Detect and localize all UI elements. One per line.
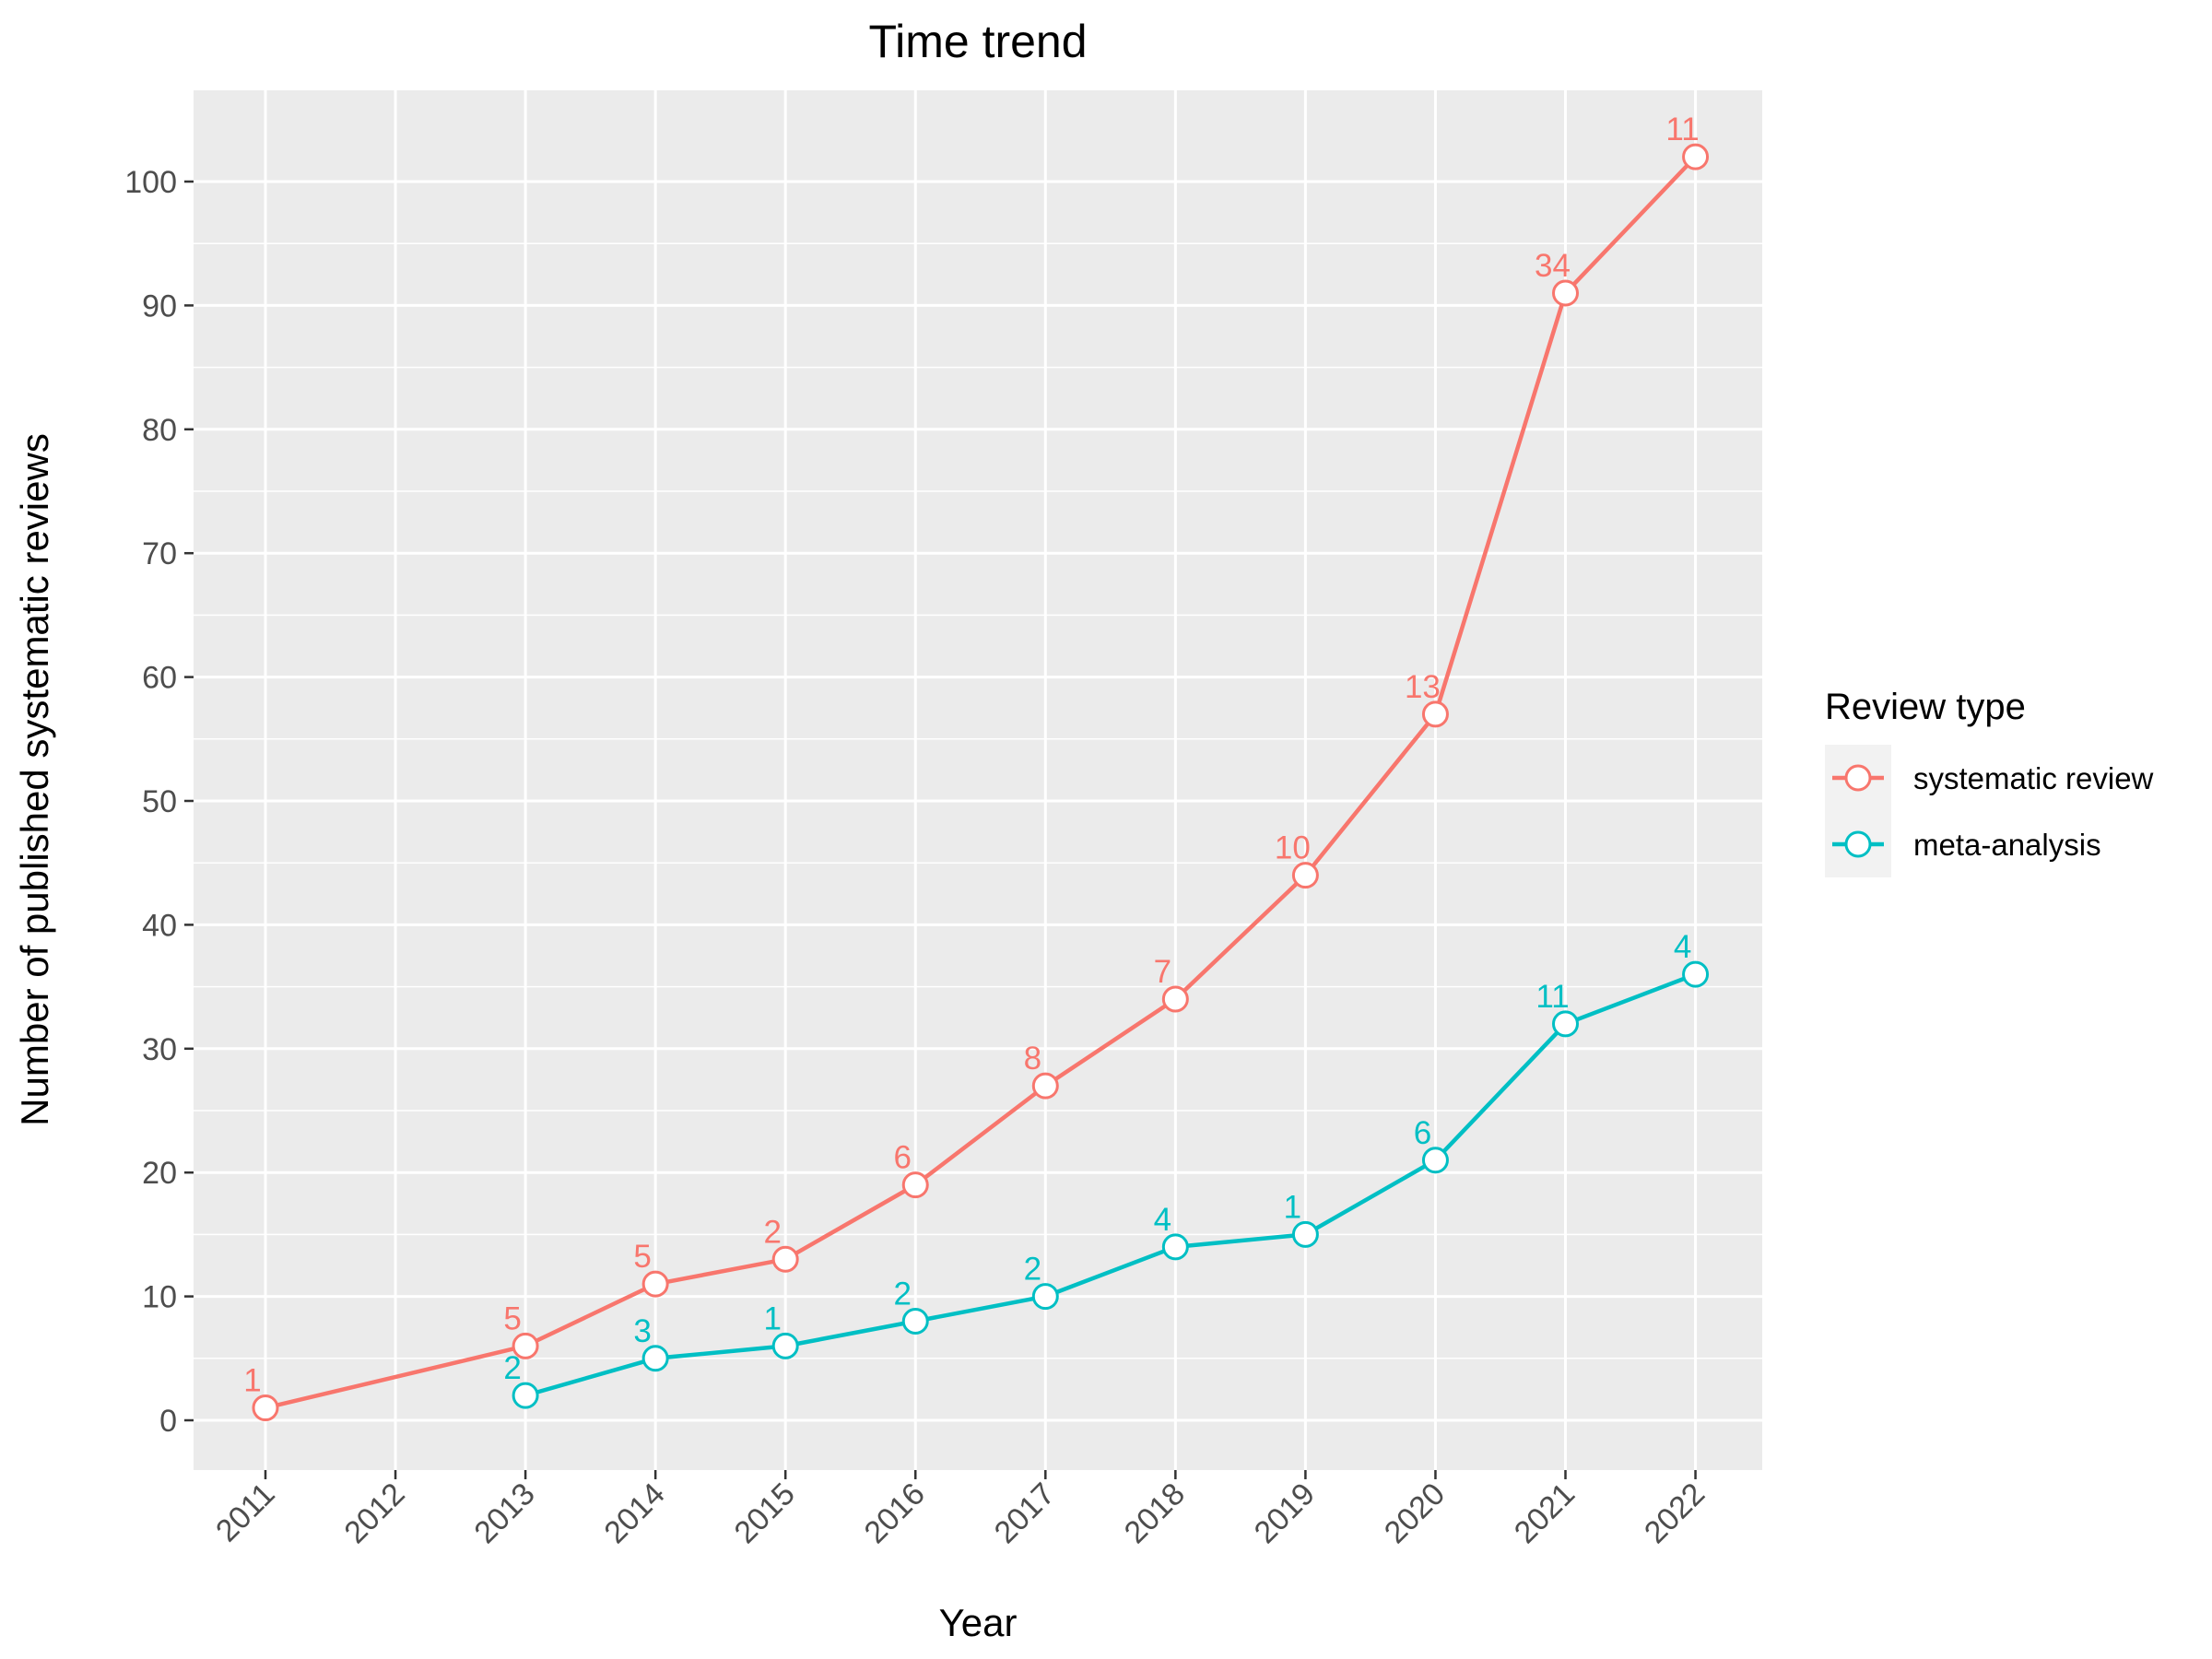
legend-key-point bbox=[1844, 830, 1872, 858]
data-point bbox=[771, 1245, 799, 1273]
x-tick-label: 2014 bbox=[597, 1477, 671, 1550]
data-point bbox=[1031, 1072, 1059, 1100]
x-tick-label: 2016 bbox=[858, 1477, 932, 1550]
y-tick-label: 50 bbox=[142, 784, 177, 819]
legend-item: meta-analysis bbox=[1832, 828, 2101, 862]
x-tick-label: 2018 bbox=[1118, 1477, 1192, 1550]
data-point bbox=[1291, 862, 1319, 889]
x-tick-label: 2020 bbox=[1378, 1477, 1452, 1550]
data-label: 2 bbox=[503, 1350, 521, 1386]
data-point bbox=[641, 1270, 669, 1298]
data-point bbox=[1421, 700, 1449, 728]
data-point bbox=[1552, 1010, 1579, 1038]
legend-label: meta-analysis bbox=[1913, 828, 2101, 862]
y-axis-title: Number of published systematic reviews bbox=[13, 433, 56, 1126]
y-tick-label: 30 bbox=[142, 1032, 177, 1067]
y-tick-label: 70 bbox=[142, 536, 177, 571]
series-line bbox=[524, 972, 1697, 1398]
data-point bbox=[1552, 279, 1579, 307]
data-label: 2 bbox=[894, 1276, 912, 1312]
data-point bbox=[901, 1171, 929, 1199]
x-tick-label: 2012 bbox=[337, 1477, 411, 1550]
y-tick-label: 80 bbox=[142, 413, 177, 448]
series-layer: 1 5 5 2 6 8 7 10 13 34 11 2 3 1 2 2 4 1 6 11 4 bbox=[243, 112, 1710, 1422]
y-tick-label: 90 bbox=[142, 288, 177, 324]
data-point bbox=[252, 1394, 279, 1422]
data-label: 5 bbox=[633, 1239, 651, 1275]
x-axis-ticks: 2011 2012 2013 2014 2015 2016 2017 2018 2019 2020… bbox=[209, 1470, 1712, 1550]
y-tick-label: 0 bbox=[159, 1404, 177, 1439]
x-tick-label: 2021 bbox=[1508, 1477, 1582, 1550]
legend-title: Review type bbox=[1825, 687, 2026, 727]
data-label: 2 bbox=[763, 1214, 781, 1250]
x-axis-title: Year bbox=[939, 1601, 1018, 1644]
data-label: 4 bbox=[1154, 1202, 1171, 1238]
legend: Review type systematic review meta-analys… bbox=[1825, 687, 2154, 877]
data-label: 6 bbox=[1414, 1115, 1431, 1151]
chart-title: Time trend bbox=[868, 16, 1087, 67]
data-label: 4 bbox=[1674, 929, 1691, 965]
data-label: 13 bbox=[1405, 669, 1441, 705]
x-tick-label: 2011 bbox=[209, 1477, 282, 1549]
data-point bbox=[771, 1332, 799, 1359]
x-tick-label: 2019 bbox=[1248, 1477, 1322, 1550]
data-label: 2 bbox=[1024, 1252, 1041, 1288]
data-label: 11 bbox=[1665, 112, 1699, 147]
data-point bbox=[1291, 1220, 1319, 1248]
data-label: 10 bbox=[1275, 830, 1311, 866]
data-label: 1 bbox=[243, 1363, 261, 1399]
y-tick-label: 60 bbox=[142, 661, 177, 696]
data-point bbox=[512, 1332, 539, 1359]
data-point bbox=[1682, 143, 1710, 171]
legend-item: systematic review bbox=[1832, 761, 2154, 795]
data-label: 34 bbox=[1535, 248, 1571, 284]
data-label: 7 bbox=[1154, 954, 1171, 990]
data-point bbox=[641, 1345, 669, 1372]
data-label: 1 bbox=[763, 1300, 781, 1336]
series-meta-analysis: 2 3 1 2 2 4 1 6 11 4 bbox=[503, 929, 1710, 1409]
data-label: 1 bbox=[1284, 1189, 1301, 1225]
y-tick-label: 20 bbox=[142, 1156, 177, 1191]
x-tick-label: 2017 bbox=[988, 1477, 1062, 1550]
data-label: 3 bbox=[633, 1313, 651, 1349]
grid-minor bbox=[194, 242, 1762, 1359]
data-label: 5 bbox=[503, 1300, 521, 1336]
y-tick-label: 40 bbox=[142, 908, 177, 943]
plot-panel bbox=[194, 90, 1762, 1470]
data-point bbox=[1421, 1147, 1449, 1174]
data-point bbox=[1682, 960, 1710, 988]
legend-key-point bbox=[1844, 764, 1872, 792]
data-point bbox=[901, 1307, 929, 1335]
data-label: 8 bbox=[1024, 1041, 1041, 1077]
x-tick-label: 2013 bbox=[467, 1477, 541, 1550]
data-point bbox=[512, 1382, 539, 1409]
x-tick-label: 2022 bbox=[1638, 1477, 1712, 1550]
data-point bbox=[1161, 985, 1189, 1013]
data-point bbox=[1161, 1233, 1189, 1261]
data-label: 6 bbox=[894, 1140, 912, 1176]
data-label: 11 bbox=[1535, 979, 1569, 1015]
y-axis-ticks: 0 10 20 30 40 50 60 70 80 90 100 bbox=[124, 165, 194, 1439]
legend-label: systematic review bbox=[1913, 761, 2154, 795]
y-tick-label: 100 bbox=[124, 165, 177, 200]
x-tick-label: 2015 bbox=[728, 1477, 802, 1550]
data-point bbox=[1031, 1283, 1059, 1311]
y-tick-label: 10 bbox=[142, 1280, 177, 1315]
